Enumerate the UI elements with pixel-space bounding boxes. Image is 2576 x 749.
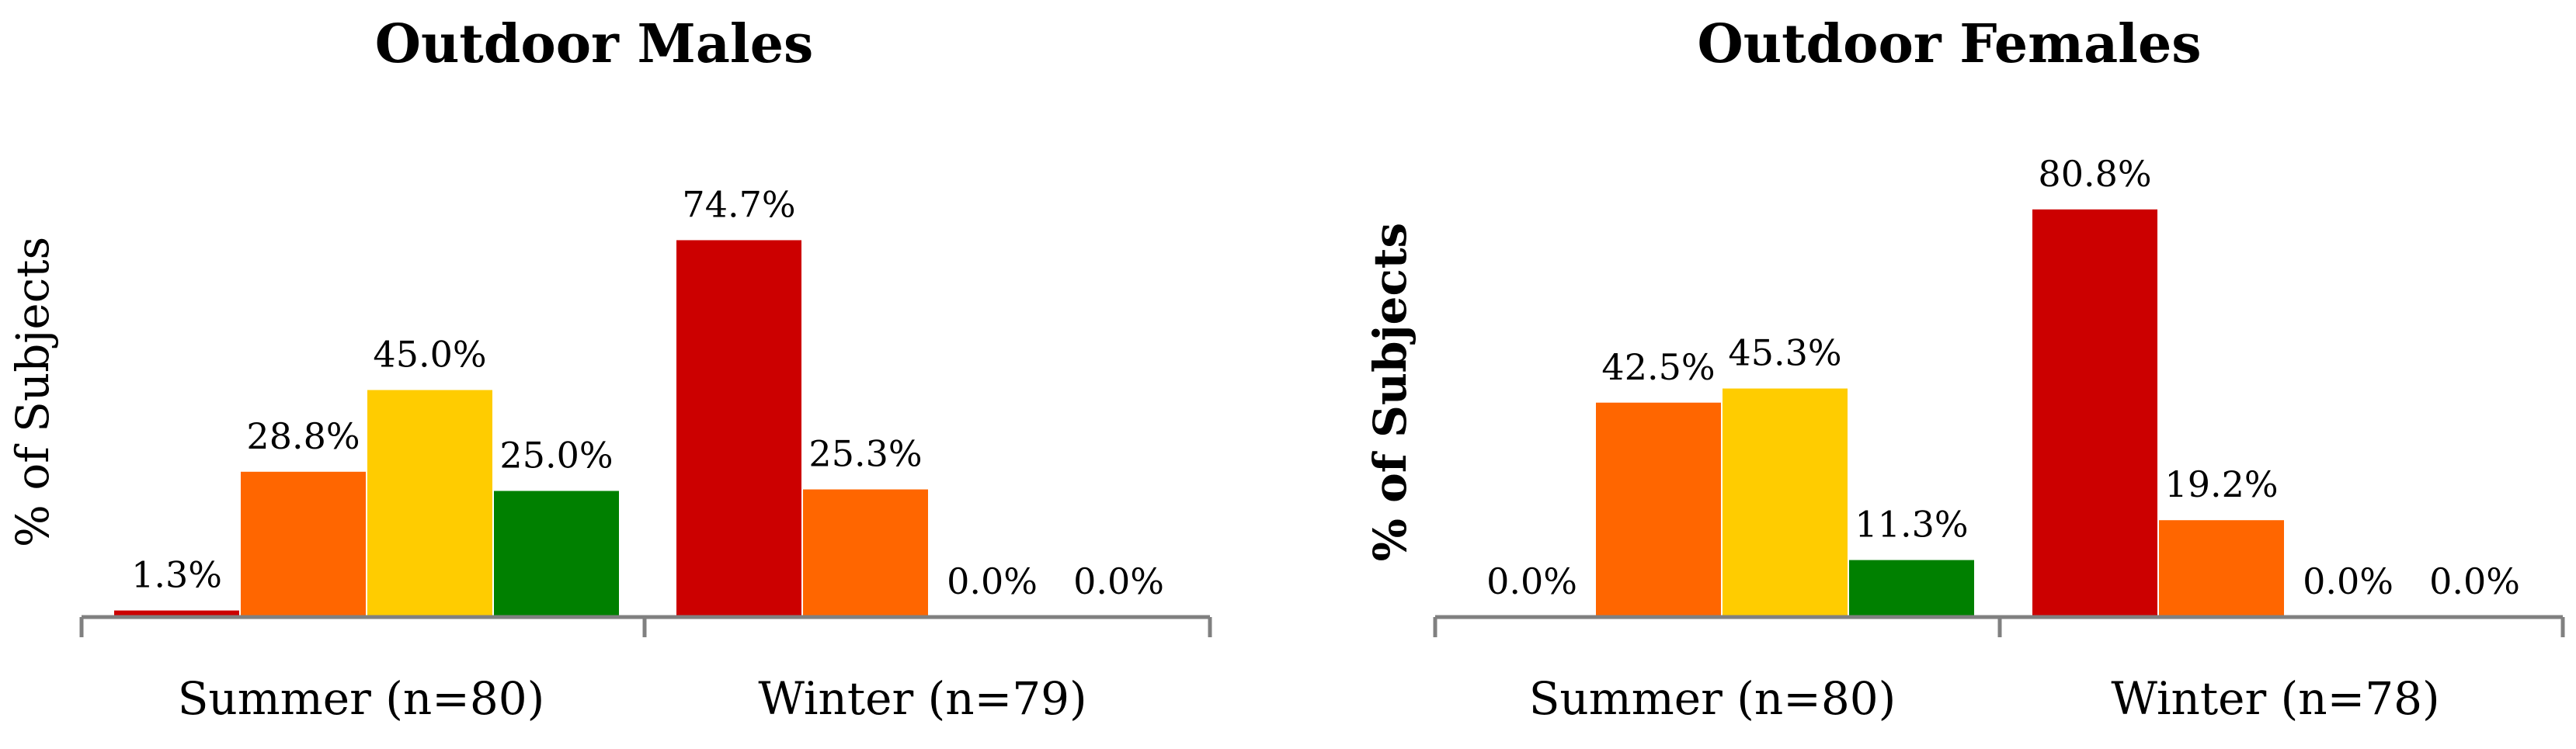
data-label: 25.3%	[808, 433, 922, 475]
y-axis-label: % of Subjects	[1364, 223, 1417, 561]
chart-title: Outdoor Males	[375, 13, 814, 75]
data-label: 74.7%	[682, 183, 795, 225]
bar	[1849, 560, 1974, 617]
bar	[367, 390, 492, 617]
data-label: 45.3%	[1728, 332, 1841, 374]
data-labels-group: 1.3% 28.8% 45.0% 25.0% 74.7% 25.3% 0.0% 0.0%	[131, 183, 1164, 602]
bar	[1723, 388, 1848, 617]
data-label: 0.0%	[1073, 560, 1164, 602]
chart-title: Outdoor Females	[1697, 13, 2201, 75]
data-label: 0.0%	[1486, 560, 1577, 602]
category-label: Summer (n=80)	[1529, 672, 1896, 725]
bar	[1596, 402, 1721, 617]
data-labels-group: 0.0% 42.5% 45.3% 11.3% 80.8% 19.2% 0.0% 0.0%	[1486, 153, 2520, 602]
data-label: 80.8%	[2038, 153, 2151, 195]
data-label: 25.0%	[499, 435, 613, 477]
data-label: 19.2%	[2164, 463, 2278, 505]
data-label: 0.0%	[947, 560, 1038, 602]
x-axis	[1433, 615, 2565, 637]
data-label: 45.0%	[373, 334, 486, 376]
data-label: 42.5%	[1601, 346, 1715, 388]
data-label: 1.3%	[131, 554, 222, 596]
bars-group	[114, 240, 928, 617]
bar	[2032, 209, 2157, 617]
chart-panel-males: Outdoor Males % of Subjects 1.3% 28.8% 45.…	[6, 13, 1212, 725]
bar	[114, 610, 239, 617]
data-label: 11.3%	[1855, 504, 1968, 546]
y-axis-label: % of Subjects	[6, 237, 59, 547]
category-label: Winter (n=79)	[758, 672, 1086, 725]
category-label: Summer (n=80)	[178, 672, 545, 725]
category-label: Winter (n=78)	[2111, 672, 2439, 725]
bar	[2159, 520, 2284, 617]
data-label: 0.0%	[2429, 560, 2520, 602]
data-label: 0.0%	[2303, 560, 2393, 602]
bar	[241, 471, 366, 617]
bar	[494, 491, 619, 617]
data-label: 28.8%	[246, 415, 360, 457]
bar	[676, 240, 801, 617]
bar	[803, 489, 928, 617]
chart-panel-females: Outdoor Females % of Subjects 0.0% 42.5% 4…	[1364, 13, 2565, 725]
bars-group	[1596, 209, 2284, 617]
x-axis	[79, 615, 1212, 637]
